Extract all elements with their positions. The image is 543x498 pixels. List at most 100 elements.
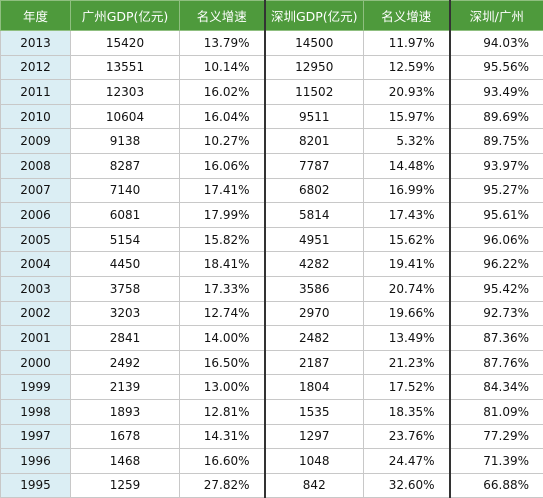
value-cell: 3586: [265, 276, 364, 301]
value-cell: 18.35%: [364, 399, 450, 424]
value-cell: 1468: [71, 449, 180, 474]
year-cell: 2007: [1, 178, 71, 203]
year-cell: 2008: [1, 153, 71, 178]
value-cell: 17.43%: [364, 203, 450, 228]
value-cell: 95.56%: [450, 55, 543, 80]
value-cell: 6802: [265, 178, 364, 203]
column-header: 深圳GDP(亿元): [265, 1, 364, 31]
value-cell: 89.69%: [450, 104, 543, 129]
value-cell: 20.93%: [364, 80, 450, 105]
value-cell: 11.97%: [364, 31, 450, 56]
value-cell: 16.02%: [180, 80, 265, 105]
value-cell: 95.27%: [450, 178, 543, 203]
value-cell: 14.48%: [364, 153, 450, 178]
year-cell: 2005: [1, 227, 71, 252]
value-cell: 14.00%: [180, 326, 265, 351]
value-cell: 87.36%: [450, 326, 543, 351]
value-cell: 9138: [71, 129, 180, 154]
value-cell: 4450: [71, 252, 180, 277]
value-cell: 14500: [265, 31, 364, 56]
value-cell: 93.97%: [450, 153, 543, 178]
year-cell: 1995: [1, 473, 71, 498]
value-cell: 95.61%: [450, 203, 543, 228]
column-header: 名义增速: [364, 1, 450, 31]
column-header: 名义增速: [180, 1, 265, 31]
year-cell: 2013: [1, 31, 71, 56]
value-cell: 5154: [71, 227, 180, 252]
year-cell: 2000: [1, 350, 71, 375]
value-cell: 10.14%: [180, 55, 265, 80]
value-cell: 15.62%: [364, 227, 450, 252]
value-cell: 96.22%: [450, 252, 543, 277]
year-cell: 2004: [1, 252, 71, 277]
value-cell: 95.42%: [450, 276, 543, 301]
value-cell: 4951: [265, 227, 364, 252]
value-cell: 16.99%: [364, 178, 450, 203]
value-cell: 20.74%: [364, 276, 450, 301]
value-cell: 7140: [71, 178, 180, 203]
value-cell: 84.34%: [450, 375, 543, 400]
value-cell: 4282: [265, 252, 364, 277]
value-cell: 66.88%: [450, 473, 543, 498]
value-cell: 17.41%: [180, 178, 265, 203]
value-cell: 13.79%: [180, 31, 265, 56]
value-cell: 16.06%: [180, 153, 265, 178]
value-cell: 1259: [71, 473, 180, 498]
value-cell: 16.50%: [180, 350, 265, 375]
value-cell: 2139: [71, 375, 180, 400]
year-cell: 1997: [1, 424, 71, 449]
year-cell: 2002: [1, 301, 71, 326]
value-cell: 2482: [265, 326, 364, 351]
value-cell: 5.32%: [364, 129, 450, 154]
value-cell: 15.82%: [180, 227, 265, 252]
value-cell: 842: [265, 473, 364, 498]
value-cell: 7787: [265, 153, 364, 178]
value-cell: 94.03%: [450, 31, 543, 56]
value-cell: 21.23%: [364, 350, 450, 375]
value-cell: 11502: [265, 80, 364, 105]
value-cell: 2492: [71, 350, 180, 375]
value-cell: 5814: [265, 203, 364, 228]
value-cell: 89.75%: [450, 129, 543, 154]
value-cell: 87.76%: [450, 350, 543, 375]
value-cell: 3758: [71, 276, 180, 301]
header-row: 年度广州GDP(亿元)名义增速深圳GDP(亿元)名义增速深圳/广州: [1, 1, 543, 31]
value-cell: 92.73%: [450, 301, 543, 326]
value-cell: 1048: [265, 449, 364, 474]
value-cell: 10.27%: [180, 129, 265, 154]
year-cell: 2001: [1, 326, 71, 351]
value-cell: 13.00%: [180, 375, 265, 400]
value-cell: 71.39%: [450, 449, 543, 474]
value-cell: 12.59%: [364, 55, 450, 80]
value-cell: 32.60%: [364, 473, 450, 498]
year-cell: 2012: [1, 55, 71, 80]
value-cell: 77.29%: [450, 424, 543, 449]
value-cell: 8201: [265, 129, 364, 154]
value-cell: 17.33%: [180, 276, 265, 301]
value-cell: 14.31%: [180, 424, 265, 449]
year-cell: 1999: [1, 375, 71, 400]
value-cell: 2970: [265, 301, 364, 326]
value-cell: 2841: [71, 326, 180, 351]
value-cell: 19.41%: [364, 252, 450, 277]
value-cell: 13551: [71, 55, 180, 80]
value-cell: 19.66%: [364, 301, 450, 326]
value-cell: 18.41%: [180, 252, 265, 277]
value-cell: 3203: [71, 301, 180, 326]
